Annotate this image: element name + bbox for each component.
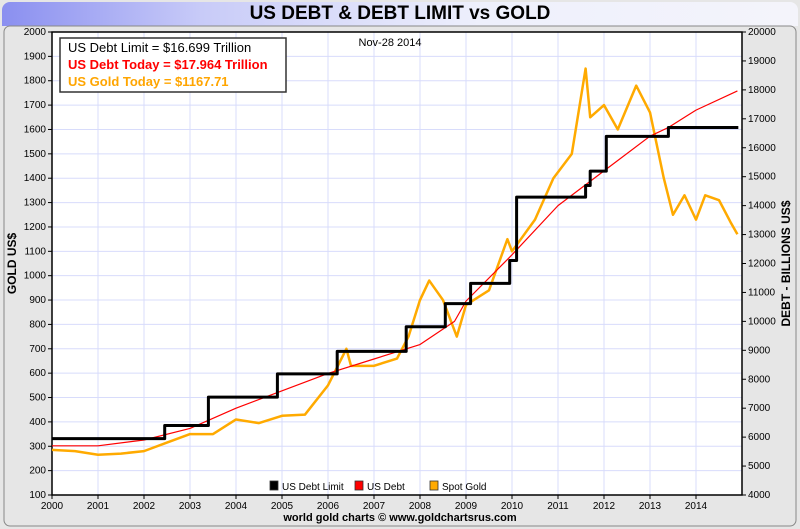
legend-label: Spot Gold (442, 482, 486, 493)
x-tick-label: 2002 (133, 501, 156, 512)
legend-label: US Debt Limit (282, 482, 344, 493)
y-left-tick-label: 1700 (24, 100, 47, 111)
y-left-tick-label: 900 (29, 295, 46, 306)
y-right-tick-label: 20000 (748, 27, 776, 38)
y-left-tick-label: 600 (29, 368, 46, 379)
y-right-label: DEBT - BILLIONS US$ (779, 200, 793, 326)
x-tick-label: 2005 (271, 501, 294, 512)
y-right-tick-label: 19000 (748, 56, 776, 67)
info-box-line: US Gold Today = $1167.71 (68, 74, 229, 89)
y-left-tick-label: 200 (29, 466, 46, 477)
plot-area (51, 31, 743, 496)
footer-credit: world gold charts © www.goldchartsrus.co… (283, 512, 517, 524)
x-tick-label: 2001 (87, 501, 110, 512)
legend-swatch (429, 480, 439, 491)
chart-title: US DEBT & DEBT LIMIT vs GOLD (249, 3, 551, 24)
y-right-tick-label: 14000 (748, 201, 776, 212)
y-left-tick-label: 1300 (24, 198, 47, 209)
y-left-tick-label: 1600 (24, 124, 47, 135)
legend-swatch (354, 480, 364, 491)
y-left-tick-label: 1100 (24, 246, 46, 257)
x-tick-label: 2003 (179, 501, 202, 512)
x-tick-label: 2000 (41, 501, 64, 512)
y-left-tick-label: 800 (29, 319, 46, 330)
y-right-tick-label: 17000 (748, 114, 776, 125)
x-tick-label: 2014 (685, 501, 708, 512)
x-tick-label: 2012 (593, 501, 616, 512)
x-tick-label: 2010 (501, 501, 524, 512)
legend-label: US Debt (367, 482, 405, 493)
title-bar (2, 2, 798, 26)
x-tick-label: 2004 (225, 501, 248, 512)
y-left-label: GOLD US$ (5, 233, 19, 295)
y-right-tick-label: 5000 (748, 461, 771, 472)
y-right-tick-label: 7000 (748, 403, 771, 414)
y-left-tick-label: 1400 (24, 173, 47, 184)
y-left-tick-label: 1900 (24, 51, 47, 62)
info-box (59, 37, 287, 93)
info-box-line: US Debt Limit = $16.699 Trillion (68, 40, 251, 55)
x-tick-label: 2009 (455, 501, 478, 512)
y-right-tick-label: 8000 (748, 374, 771, 385)
y-left-tick-label: 2000 (24, 27, 47, 38)
y-left-tick-label: 1000 (24, 271, 47, 282)
info-box-line: US Debt Today = $17.964 Trillion (68, 57, 268, 72)
y-right-tick-label: 9000 (748, 345, 771, 356)
x-tick-label: 2013 (639, 501, 662, 512)
y-left-tick-label: 700 (29, 344, 46, 355)
y-left-tick-label: 500 (29, 393, 46, 404)
y-right-tick-label: 4000 (748, 490, 771, 501)
y-right-tick-label: 16000 (748, 143, 776, 154)
y-left-tick-label: 1500 (24, 149, 47, 160)
series-us-debt-limit (52, 126, 739, 441)
x-tick-label: 2008 (409, 501, 432, 512)
y-right-tick-label: 13000 (748, 230, 776, 241)
legend-swatch (269, 480, 279, 491)
x-tick-label: 2011 (547, 501, 569, 512)
y-right-tick-label: 10000 (748, 316, 776, 327)
y-left-tick-label: 300 (29, 441, 46, 452)
x-tick-label: 2007 (363, 501, 386, 512)
y-right-tick-label: 11000 (748, 287, 776, 298)
outer-frame (3, 25, 797, 527)
plot-border (51, 31, 743, 496)
y-right-tick-label: 12000 (748, 259, 776, 270)
y-right-tick-label: 6000 (748, 432, 771, 443)
x-tick-label: 2006 (317, 501, 340, 512)
date-label: Nov-28 2014 (359, 37, 422, 49)
y-left-tick-label: 1200 (24, 222, 47, 233)
y-right-tick-label: 15000 (748, 172, 776, 183)
y-left-tick-label: 100 (29, 490, 46, 501)
y-left-tick-label: 400 (29, 417, 46, 428)
y-left-tick-label: 1800 (24, 76, 47, 87)
y-right-tick-label: 18000 (748, 85, 776, 96)
